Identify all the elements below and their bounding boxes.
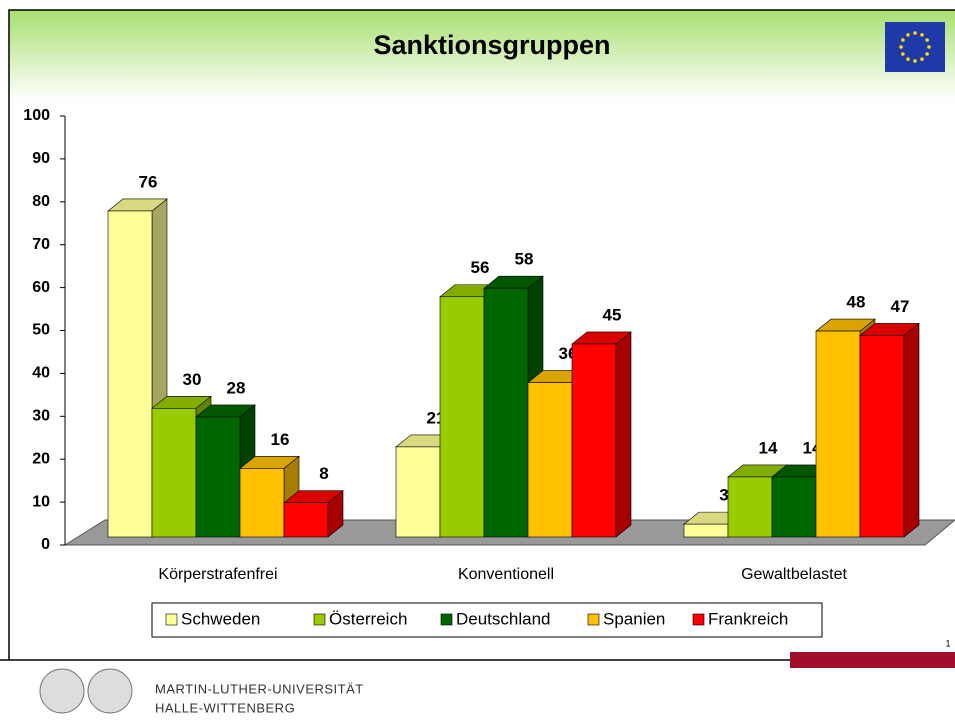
- value-label: 48: [847, 293, 866, 312]
- y-tick-label: 90: [32, 150, 50, 167]
- y-tick-label: 0: [41, 536, 50, 553]
- value-label: 8: [319, 464, 328, 483]
- legend-label: Deutschland: [456, 609, 551, 628]
- star: [920, 33, 924, 37]
- legend-swatch: [165, 613, 178, 626]
- bar: [815, 330, 861, 538]
- star: [925, 38, 929, 42]
- value-label: 16: [271, 430, 290, 449]
- star: [913, 31, 917, 35]
- star: [913, 59, 917, 63]
- star: [901, 38, 905, 42]
- value-label: 14: [759, 438, 778, 457]
- bar: [571, 343, 617, 538]
- legend-label: Spanien: [603, 609, 665, 628]
- legend-label: Frankreich: [708, 609, 788, 628]
- y-tick-label: 70: [32, 236, 50, 253]
- legend-swatch: [440, 613, 453, 626]
- bar: [683, 523, 729, 538]
- legend-label: Schweden: [181, 609, 260, 628]
- star: [927, 45, 931, 49]
- bar: [151, 407, 197, 538]
- bar: [239, 468, 285, 538]
- y-tick-label: 60: [32, 279, 50, 296]
- star: [920, 57, 924, 61]
- footer-text: MARTIN-LUTHER-UNIVERSITÄT: [155, 681, 364, 696]
- value-label: 58: [515, 250, 534, 269]
- value-label: 76: [139, 172, 158, 191]
- y-tick-label: 50: [32, 322, 50, 339]
- y-tick-label: 20: [32, 450, 50, 467]
- chart-title: Sanktionsgruppen: [373, 30, 610, 60]
- bar: [107, 210, 153, 538]
- y-tick-label: 100: [23, 107, 50, 124]
- star: [901, 52, 905, 56]
- bar: [195, 416, 241, 538]
- y-tick-label: 30: [32, 408, 50, 425]
- bar: [283, 502, 329, 538]
- legend-swatch: [692, 613, 705, 626]
- bar: [727, 476, 773, 538]
- star: [899, 45, 903, 49]
- y-tick-label: 10: [32, 493, 50, 510]
- bar: [859, 335, 905, 538]
- bar: [527, 382, 573, 538]
- legend-swatch: [313, 613, 326, 626]
- page-number: 1: [945, 638, 950, 648]
- slide-frame: [8, 9, 955, 660]
- header-band: [9, 10, 955, 100]
- x-tick-label: Körperstrafenfrei: [158, 566, 277, 583]
- value-label: 56: [471, 258, 490, 277]
- value-label: 30: [183, 370, 202, 389]
- bar: [439, 296, 485, 538]
- y-tick-label: 80: [32, 193, 50, 210]
- bar: [395, 446, 441, 538]
- x-tick-label: Konventionell: [458, 566, 554, 583]
- legend: [151, 602, 823, 638]
- footer-bar: [790, 652, 955, 668]
- star: [925, 52, 929, 56]
- legend-label: Österreich: [329, 609, 407, 628]
- bar: [483, 287, 529, 538]
- bar-side: [903, 322, 920, 538]
- bar-side: [615, 331, 632, 538]
- value-label: 45: [603, 305, 622, 324]
- y-tick-label: 40: [32, 365, 50, 382]
- value-label: 47: [891, 297, 910, 316]
- bar: [771, 476, 817, 538]
- x-tick-label: Gewaltbelastet: [741, 566, 847, 583]
- star: [906, 33, 910, 37]
- logos: [39, 668, 133, 714]
- star: [906, 57, 910, 61]
- value-label: 28: [227, 378, 246, 397]
- eu-flag: [885, 22, 945, 72]
- footer-text: HALLE-WITTENBERG: [155, 700, 295, 715]
- legend-swatch: [587, 613, 600, 626]
- value-label: 3: [719, 486, 728, 505]
